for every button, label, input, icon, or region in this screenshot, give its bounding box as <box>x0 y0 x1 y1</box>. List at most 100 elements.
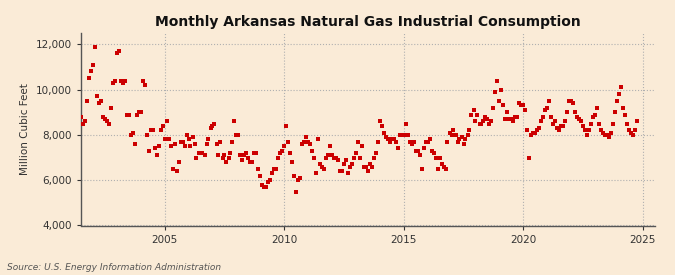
Point <box>589 112 600 117</box>
Text: Source: U.S. Energy Information Administration: Source: U.S. Energy Information Administ… <box>7 263 221 272</box>
Point <box>512 115 522 119</box>
Point <box>364 162 375 167</box>
Point <box>151 153 162 158</box>
Point <box>203 137 214 142</box>
Point <box>229 119 240 123</box>
Point <box>362 169 373 173</box>
Point <box>76 115 86 119</box>
Point <box>406 142 417 146</box>
Point <box>404 139 415 144</box>
Point <box>327 153 338 158</box>
Point <box>627 133 638 137</box>
Point <box>337 169 348 173</box>
Point <box>622 121 632 126</box>
Point <box>273 155 284 160</box>
Point <box>225 151 236 155</box>
Point <box>117 81 128 85</box>
Point <box>82 99 92 103</box>
Point <box>603 135 614 139</box>
Point <box>564 99 574 103</box>
Point <box>189 142 200 146</box>
Point <box>63 115 74 119</box>
Point <box>631 119 642 123</box>
Point <box>630 128 641 133</box>
Point <box>373 139 383 144</box>
Point <box>434 155 445 160</box>
Point <box>136 110 146 114</box>
Point <box>371 151 381 155</box>
Point <box>398 133 409 137</box>
Point <box>350 151 361 155</box>
Point <box>448 128 459 133</box>
Point <box>155 128 166 133</box>
Point <box>99 117 110 121</box>
Point <box>301 135 312 139</box>
Point <box>482 117 493 121</box>
Point <box>245 160 256 164</box>
Point <box>283 139 294 144</box>
Point <box>211 142 222 146</box>
Point <box>207 124 218 128</box>
Point <box>65 65 76 69</box>
Point <box>597 130 608 135</box>
Point <box>259 185 270 189</box>
Point <box>306 148 317 153</box>
Point <box>348 155 359 160</box>
Point <box>107 81 118 85</box>
Point <box>88 62 99 67</box>
Point <box>197 151 208 155</box>
Point <box>542 106 553 110</box>
Point <box>400 121 411 126</box>
Point <box>593 121 604 126</box>
Point <box>185 144 196 148</box>
Point <box>346 162 357 167</box>
Point <box>450 133 461 137</box>
Point <box>132 112 142 117</box>
Point <box>124 112 134 117</box>
Point <box>339 162 350 167</box>
Point <box>315 162 325 167</box>
Point <box>68 62 78 67</box>
Point <box>344 164 355 169</box>
Point <box>265 178 276 182</box>
Point <box>468 108 479 112</box>
Point <box>130 142 140 146</box>
Point <box>140 83 151 87</box>
Point <box>540 108 551 112</box>
Point <box>239 153 250 158</box>
Point <box>227 139 238 144</box>
Point <box>460 137 470 142</box>
Point <box>498 103 509 108</box>
Point <box>382 137 393 142</box>
Point <box>333 158 344 162</box>
Point <box>261 185 271 189</box>
Point <box>496 87 507 92</box>
Point <box>78 121 88 126</box>
Point <box>369 155 379 160</box>
Point <box>171 169 182 173</box>
Point <box>390 139 401 144</box>
Point <box>169 142 180 146</box>
Point <box>610 110 620 114</box>
Point <box>502 110 512 114</box>
Point <box>599 133 610 137</box>
Point <box>343 171 354 176</box>
Point <box>522 128 533 133</box>
Point <box>105 106 116 110</box>
Point <box>492 78 503 83</box>
Point <box>277 148 288 153</box>
Point <box>219 153 230 158</box>
Point <box>549 119 560 123</box>
Point <box>616 85 626 90</box>
Point <box>472 112 483 117</box>
Point <box>340 158 351 162</box>
Point <box>213 153 224 158</box>
Point <box>221 160 232 164</box>
Point <box>271 167 281 171</box>
Point <box>80 119 90 123</box>
Point <box>414 153 425 158</box>
Point <box>528 130 539 135</box>
Point <box>591 106 602 110</box>
Point <box>494 99 505 103</box>
Point <box>554 128 564 133</box>
